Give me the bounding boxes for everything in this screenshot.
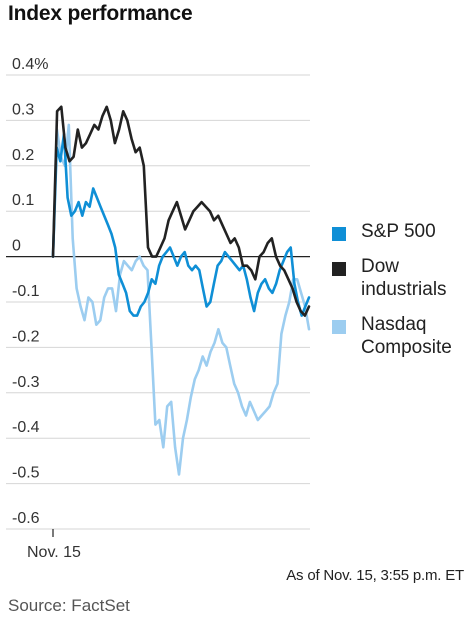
series-line-dow-industrials bbox=[51, 105, 311, 317]
legend-swatch-sp500 bbox=[332, 227, 346, 241]
x-axis-tick-label: Nov. 15 bbox=[27, 544, 81, 561]
series-lines bbox=[51, 105, 311, 476]
timestamp-note: As of Nov. 15, 3:55 p.m. ET bbox=[286, 567, 464, 584]
legend-swatch-dow bbox=[332, 262, 346, 276]
legend-label-nasdaq: Nasdaq Composite bbox=[361, 314, 452, 358]
y-tick-label: 0.2 bbox=[12, 147, 34, 164]
legend: S&P 500 Dow industrials Nasdaq Composite bbox=[332, 220, 452, 371]
legend-item-nasdaq: Nasdaq Composite bbox=[332, 313, 452, 359]
legend-swatch-nasdaq bbox=[332, 320, 346, 334]
gridlines bbox=[6, 74, 310, 530]
legend-label-dow: Dow industrials bbox=[361, 256, 447, 300]
chart-title: Index performance bbox=[8, 2, 193, 25]
y-tick-label: 0.4% bbox=[12, 56, 48, 73]
y-tick-label: -0.5 bbox=[12, 465, 40, 482]
series-line-s-p-500 bbox=[51, 132, 311, 317]
legend-item-sp500: S&P 500 bbox=[332, 220, 452, 243]
y-tick-label: -0.2 bbox=[12, 328, 40, 345]
source-note: Source: FactSet bbox=[8, 596, 130, 615]
series-line-nasdaq-composite bbox=[51, 123, 311, 476]
y-tick-label: -0.1 bbox=[12, 283, 40, 300]
y-axis-tick-labels: 0.4% 0.3 0.2 0.1 0 -0.1 -0.2 -0.3 -0.4 -0.5 -0.6 bbox=[12, 56, 48, 527]
y-tick-label: 0.3 bbox=[12, 101, 34, 118]
legend-item-dow: Dow industrials bbox=[332, 255, 452, 301]
y-tick-label: 0.1 bbox=[12, 192, 34, 209]
y-tick-label: -0.4 bbox=[12, 419, 40, 436]
y-tick-label: -0.3 bbox=[12, 374, 40, 391]
legend-label-sp500: S&P 500 bbox=[361, 221, 436, 242]
y-tick-label: -0.6 bbox=[12, 510, 40, 527]
y-tick-label: 0 bbox=[12, 238, 21, 255]
